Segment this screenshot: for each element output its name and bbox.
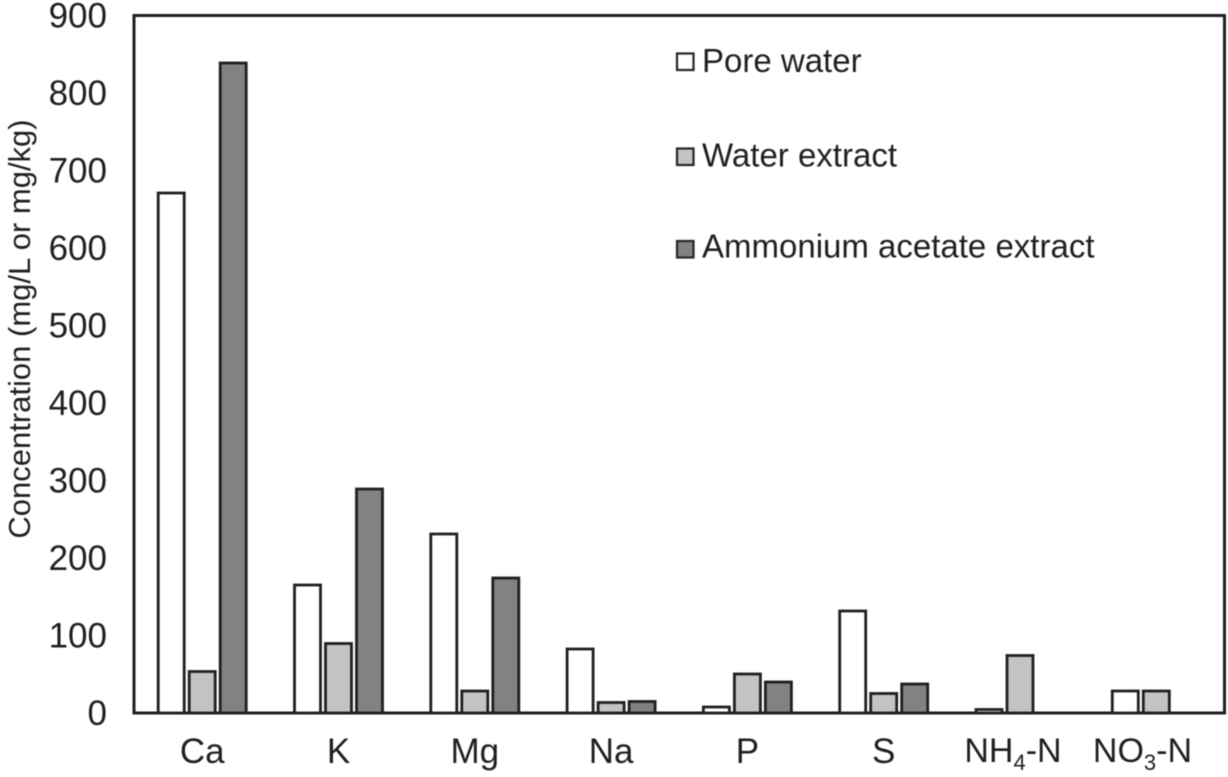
svg-text:NH4-N: NH4-N [964,732,1061,772]
svg-text:NO3-N: NO3-N [1093,732,1192,772]
svg-text:S: S [872,732,895,771]
svg-text:Concentration (mg/L or mg/kg): Concentration (mg/L or mg/kg) [2,119,37,538]
svg-text:300: 300 [49,462,107,501]
svg-text:Ca: Ca [180,732,225,771]
svg-text:0: 0 [88,694,107,733]
svg-text:700: 700 [49,152,107,191]
svg-text:600: 600 [49,229,107,268]
svg-text:400: 400 [49,384,107,423]
svg-text:500: 500 [49,307,107,346]
svg-text:Pore water: Pore water [702,42,862,79]
svg-text:100: 100 [49,617,107,656]
svg-text:P: P [736,732,759,771]
svg-text:800: 800 [49,74,107,113]
svg-text:200: 200 [49,539,107,578]
svg-text:Ammonium acetate extract: Ammonium acetate extract [702,228,1095,265]
svg-text:Mg: Mg [450,732,499,771]
svg-text:Water extract: Water extract [702,137,897,174]
svg-text:K: K [327,732,350,771]
svg-text:900: 900 [49,0,107,36]
svg-text:Na: Na [589,732,634,771]
